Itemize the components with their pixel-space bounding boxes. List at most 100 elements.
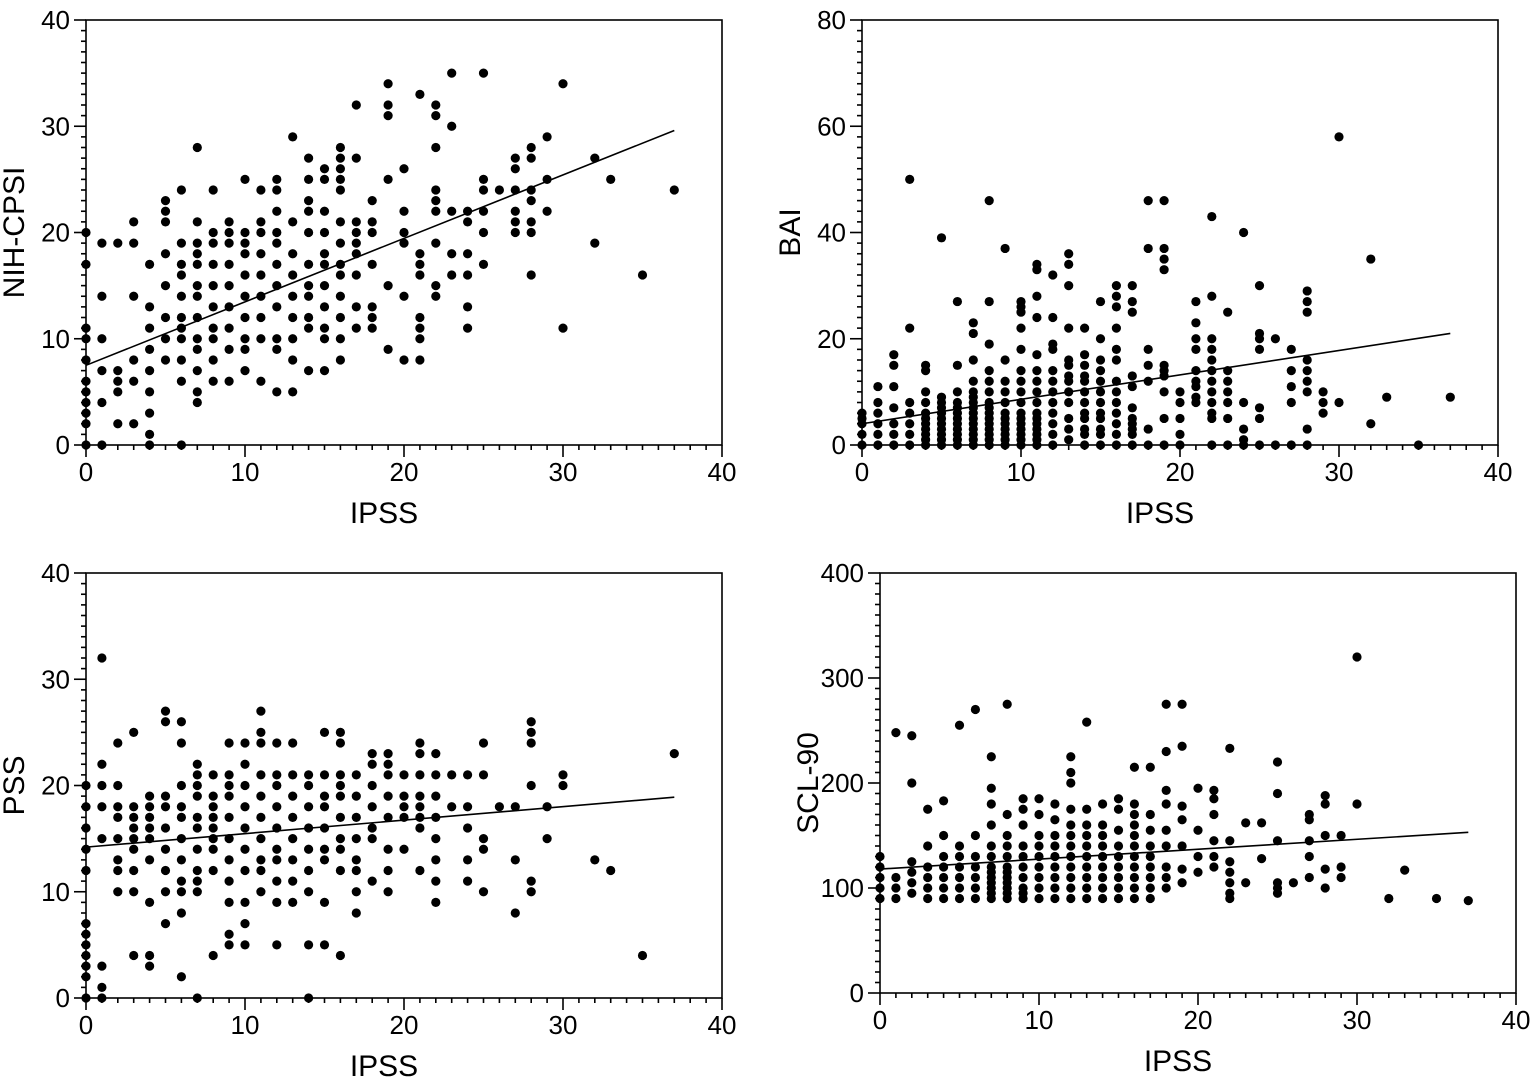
data-point [1239,435,1249,445]
data-point [97,291,107,301]
data-point [1302,366,1312,376]
data-point [1270,334,1280,344]
data-point [176,270,186,280]
data-point [335,142,345,153]
data-point [176,440,186,450]
data-point [1302,296,1312,307]
data-point [431,185,441,195]
data-point [970,883,981,893]
data-point [1048,429,1058,439]
data-point [1048,270,1058,280]
data-point [1127,381,1137,392]
data-point [1080,360,1090,370]
data-point [1066,830,1076,841]
data-point [192,887,202,897]
data-point [319,249,330,259]
data-point [431,834,441,844]
data-point [606,865,616,876]
data-point [288,387,298,397]
data-point [1143,196,1153,206]
data-point [1064,281,1074,291]
data-point [1050,830,1060,841]
data-point [1254,440,1265,450]
data-point [160,312,171,323]
data-point [968,376,978,386]
data-point [1129,851,1139,862]
data-point [1113,794,1124,804]
x-tick-label: 30 [1325,457,1354,487]
data-point [905,440,915,450]
data-point [1286,366,1296,376]
data-point [1000,355,1010,365]
data-point [889,350,899,360]
data-point [335,812,345,822]
data-point [1225,857,1235,867]
data-point [160,281,171,291]
data-point [240,344,250,354]
data-point [272,897,282,907]
data-point [192,387,202,397]
data-point [319,897,330,907]
data-point [351,100,361,110]
data-point [1191,334,1201,344]
data-point [447,249,457,259]
data-point [1209,851,1219,862]
data-point [1177,741,1187,751]
data-point [875,893,885,904]
data-point [1143,424,1153,434]
data-point [1048,339,1058,349]
data-point [415,749,425,759]
data-point [1177,864,1187,874]
data-point [1002,830,1012,841]
data-point [431,749,441,759]
data-point [160,249,171,259]
data-point [510,227,520,238]
data-point [1016,376,1026,386]
data-point [1002,841,1012,851]
data-point [367,323,377,333]
data-point [1064,424,1074,434]
data-point [1207,408,1217,418]
data-point [1191,296,1201,307]
data-point [304,865,314,876]
data-point [1098,883,1108,893]
data-point [907,867,917,877]
data-point [558,780,568,791]
data-point [1080,440,1090,450]
data-point [176,291,186,301]
data-point [192,334,202,344]
data-point [383,100,393,110]
data-point [447,270,457,280]
data-point [1032,397,1042,408]
data-point [1034,794,1044,804]
data-point [669,749,679,759]
data-point [1225,743,1235,753]
data-point [367,302,377,312]
data-point [875,883,885,893]
data-point [1143,440,1153,450]
data-point [542,802,552,812]
data-point [176,972,186,982]
data-point [367,780,377,791]
data-point [1191,392,1201,402]
data-point [1050,862,1060,872]
data-point [954,851,965,862]
data-point [97,397,107,408]
data-point [383,281,393,291]
data-point [145,855,155,865]
data-point [1209,794,1219,804]
data-point [1111,429,1121,439]
data-point [478,844,489,854]
data-point [145,387,155,397]
data-point [939,872,949,883]
data-point [1018,862,1028,872]
data-point [240,759,250,769]
data-point [113,834,123,844]
data-point [1111,387,1121,397]
y-tick-label: 80 [817,5,846,35]
data-point [208,302,218,312]
data-point [1318,387,1328,397]
data-point [1161,785,1171,795]
data-point [288,132,298,142]
data-point [81,865,91,876]
